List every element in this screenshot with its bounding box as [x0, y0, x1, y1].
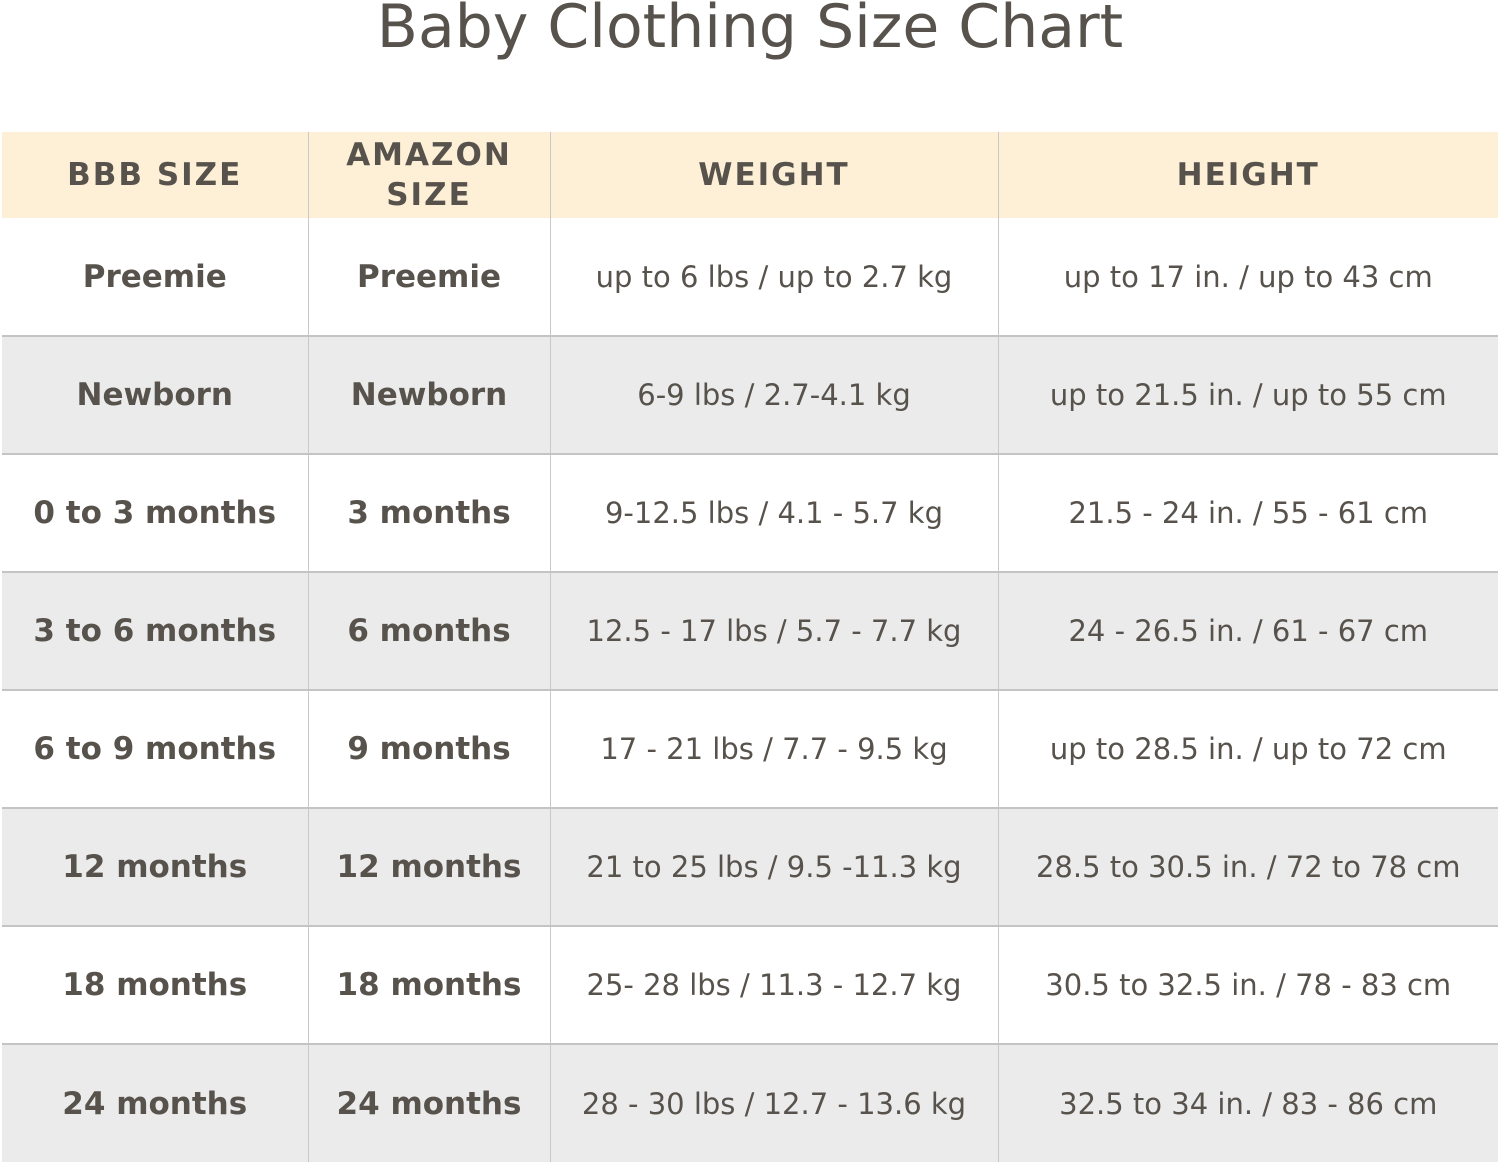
table-row: 24 months 24 months 28 - 30 lbs / 12.7 - 1…	[2, 1043, 1498, 1162]
page-title: Baby Clothing Size Chart	[376, 0, 1124, 62]
height-cell: 24 - 26.5 in. / 61 - 67 cm	[997, 571, 1498, 690]
header-height: HEIGHT	[997, 132, 1498, 218]
header-weight: WEIGHT	[549, 132, 998, 218]
header-bbb-size: BBB SIZE	[2, 132, 308, 218]
weight-cell: 9-12.5 lbs / 4.1 - 5.7 kg	[549, 453, 998, 572]
weight-cell: 12.5 - 17 lbs / 5.7 - 7.7 kg	[549, 571, 998, 690]
table-row: 0 to 3 months 3 months 9-12.5 lbs / 4.1 - …	[2, 453, 1498, 572]
amazon-size-cell: 9 months	[307, 689, 550, 808]
table-row: 6 to 9 months 9 months 17 - 21 lbs / 7.7 -…	[2, 689, 1498, 808]
table-row: 3 to 6 months 6 months 12.5 - 17 lbs / 5.7…	[2, 571, 1498, 690]
amazon-size-cell: Preemie	[307, 218, 550, 336]
bbb-size-cell: 18 months	[2, 925, 308, 1044]
header-row: BBB SIZE AMAZON SIZE WEIGHT HEIGHT	[2, 132, 1498, 218]
bbb-size-cell: Newborn	[2, 335, 308, 454]
table-row: 12 months 12 months 21 to 25 lbs / 9.5 -11…	[2, 807, 1498, 926]
height-cell: 30.5 to 32.5 in. / 78 - 83 cm	[997, 925, 1498, 1044]
weight-cell: 25- 28 lbs / 11.3 - 12.7 kg	[549, 925, 998, 1044]
weight-cell: 21 to 25 lbs / 9.5 -11.3 kg	[549, 807, 998, 926]
height-cell: up to 28.5 in. / up to 72 cm	[997, 689, 1498, 808]
bbb-size-cell: 24 months	[2, 1043, 308, 1162]
weight-cell: up to 6 lbs / up to 2.7 kg	[549, 218, 998, 336]
amazon-size-cell: 12 months	[307, 807, 550, 926]
size-table: BBB SIZE AMAZON SIZE WEIGHT HEIGHT Preem…	[2, 132, 1498, 1162]
bbb-size-cell: 3 to 6 months	[2, 571, 308, 690]
weight-cell: 17 - 21 lbs / 7.7 - 9.5 kg	[549, 689, 998, 808]
table-row: Preemie Preemie up to 6 lbs / up to 2.7 kg…	[2, 218, 1498, 336]
table-row: 18 months 18 months 25- 28 lbs / 11.3 - 12…	[2, 925, 1498, 1044]
bbb-size-cell: Preemie	[82, 258, 227, 295]
height-cell: up to 17 in. / up to 43 cm	[997, 218, 1498, 336]
height-cell: 32.5 to 34 in. / 83 - 86 cm	[997, 1043, 1498, 1162]
height-cell: 21.5 - 24 in. / 55 - 61 cm	[997, 453, 1498, 572]
weight-cell: 6-9 lbs / 2.7-4.1 kg	[549, 335, 998, 454]
amazon-size-cell: 24 months	[307, 1043, 550, 1162]
amazon-size-cell: 6 months	[307, 571, 550, 690]
table-row: Newborn Newborn 6-9 lbs / 2.7-4.1 kg up to …	[2, 335, 1498, 454]
bbb-size-cell: 6 to 9 months	[2, 689, 308, 808]
amazon-size-cell: 18 months	[307, 925, 550, 1044]
height-cell: up to 21.5 in. / up to 55 cm	[997, 335, 1498, 454]
header-amazon-size: AMAZON SIZE	[307, 132, 550, 218]
height-cell: 28.5 to 30.5 in. / 72 to 78 cm	[997, 807, 1498, 926]
amazon-size-cell: 3 months	[307, 453, 550, 572]
weight-cell: 28 - 30 lbs / 12.7 - 13.6 kg	[549, 1043, 998, 1162]
bbb-size-cell: 12 months	[2, 807, 308, 926]
bbb-size-cell: 0 to 3 months	[2, 453, 308, 572]
amazon-size-cell: Newborn	[307, 335, 550, 454]
